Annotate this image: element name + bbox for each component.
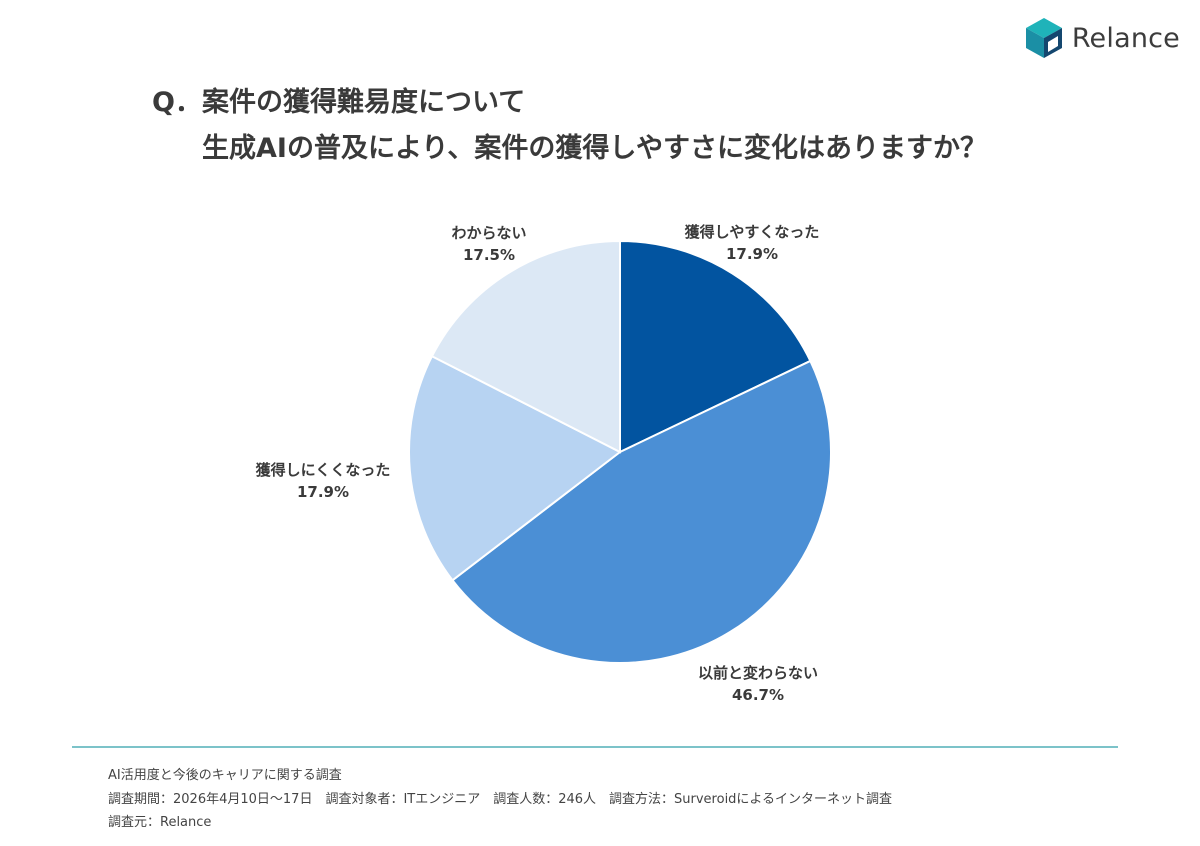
slice-label-2: 以前と変わらない — [698, 664, 818, 682]
footer-survey-title: AI活用度と今後のキャリアに関する調査 — [108, 768, 342, 783]
pie-slice-3 — [408, 354, 622, 582]
question-prefix: Q． — [152, 87, 202, 118]
slice-value-1: 17.9% — [726, 245, 778, 263]
slice-value-3: 17.9% — [297, 483, 349, 501]
brand-logo: Relance — [1024, 16, 1180, 60]
pie-slice-1 — [619, 239, 812, 454]
slice-value-4: 17.5% — [463, 246, 515, 264]
footer-survey-details: 調査期間：2026年4月10日～17日 調査対象者：ITエンジニア 調査人数：2… — [108, 791, 893, 807]
slice-value-2: 46.7% — [732, 686, 784, 704]
survey-question: Q． 案件の獲得難易度について 生成AIの普及により、案件の獲得しやすさに変化は… — [152, 80, 987, 172]
slice-label-4: わからない — [451, 224, 526, 242]
survey-footer: AI活用度と今後のキャリアに関する調査 調査期間：2026年4月10日～17日 … — [108, 764, 892, 835]
footer-divider — [72, 746, 1118, 748]
slice-label-3: 獲得しにくくなった — [256, 461, 391, 479]
cube-logo-icon — [1025, 18, 1062, 58]
question-line-1: 案件の獲得難易度について — [202, 87, 526, 118]
footer-survey-source: 調査元：Relance — [108, 815, 212, 830]
slice-label-1: 獲得しやすくなった — [685, 223, 820, 241]
pie-slice-4 — [430, 239, 621, 454]
question-line-2: 生成AIの普及により、案件の獲得しやすさに変化はありますか？ — [202, 133, 988, 164]
pie-slice-2 — [451, 359, 832, 664]
brand-name: Relance — [1071, 22, 1180, 54]
